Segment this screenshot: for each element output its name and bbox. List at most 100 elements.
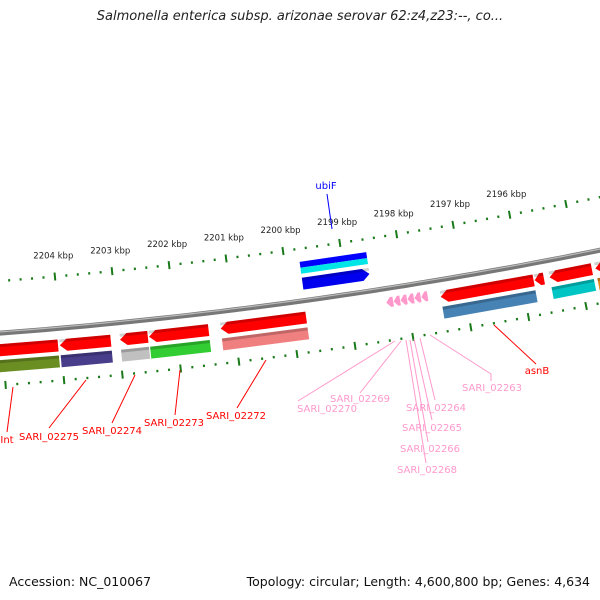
gene-arrow-shade: [533, 272, 544, 278]
gene-label-group[interactable]: ubiF: [315, 181, 337, 230]
major-tick: [4, 380, 7, 389]
gene-label[interactable]: asnB: [525, 366, 550, 377]
major-tick: [584, 301, 588, 311]
gene-category-box: [551, 279, 597, 299]
gene-feature[interactable]: [59, 334, 113, 368]
gene-arrow[interactable]: [120, 330, 149, 345]
gene-arrow-shade: [0, 339, 58, 348]
gene-arrow[interactable]: [534, 272, 545, 286]
gene-category-box-shade: [221, 327, 308, 342]
gene-label[interactable]: SARI_02269: [330, 394, 390, 405]
label-leader-line: [297, 340, 396, 402]
gene-feature[interactable]: [400, 294, 408, 305]
gene-label[interactable]: SARI_02263: [462, 383, 522, 394]
gene-feature[interactable]: [421, 291, 429, 302]
gene-feature[interactable]: [299, 252, 370, 290]
gene-label[interactable]: SARI_02270: [297, 404, 357, 415]
gene-label-group[interactable]: SARI_02265: [402, 338, 462, 434]
gene-label-group[interactable]: SARI_02270: [297, 340, 396, 415]
gene-label-group[interactable]: SARI_02269: [330, 340, 402, 405]
gene-arrow[interactable]: [407, 293, 415, 304]
gene-feature[interactable]: [439, 274, 538, 319]
major-tick: [507, 210, 512, 219]
gene-category-box-shade: [551, 279, 595, 291]
label-leader-line: [429, 334, 492, 381]
gene-label-group[interactable]: SARI_02272: [206, 359, 267, 422]
gene-label-group[interactable]: asnB: [493, 324, 550, 377]
gene-category-box: [300, 258, 368, 274]
gene-feature[interactable]: [393, 295, 401, 306]
tick-label: 2196 kbp: [486, 190, 526, 200]
tick-label: 2201 kbp: [204, 234, 244, 244]
gene-label[interactable]: SARI_02265: [402, 423, 462, 434]
gene-arrow[interactable]: [414, 292, 422, 303]
gene-category-box-shade: [0, 355, 60, 364]
gene-label[interactable]: Int: [0, 435, 13, 446]
gene-arrow[interactable]: [386, 296, 394, 307]
major-tick: [281, 246, 285, 256]
gene-arrow[interactable]: [0, 339, 59, 357]
gene-label-group[interactable]: SARI_02266: [400, 339, 460, 455]
label-leader-line: [413, 338, 433, 421]
gene-arrow[interactable]: [149, 324, 210, 342]
gene-label-group[interactable]: SARI_02274: [82, 374, 142, 437]
major-tick: [110, 267, 114, 276]
gene-arrow[interactable]: [400, 294, 408, 305]
gene-arrow[interactable]: [220, 311, 307, 334]
gene-category-box: [597, 277, 600, 291]
scale-ticks: 2196 kbp 2197 kbp 2198 kbp 2199 kbp 2200 kbp…: [4, 190, 600, 389]
gene-feature[interactable]: [533, 272, 545, 286]
topology-text: Topology: circular; Length: 4,600,800 bp…: [246, 574, 590, 589]
major-tick: [411, 332, 415, 342]
gene-label-group[interactable]: SARI_02264: [406, 337, 466, 414]
gene-feature[interactable]: [548, 263, 597, 299]
gene-arrow[interactable]: [549, 263, 593, 282]
label-leader-line: [6, 386, 14, 433]
gene-category-box-shade: [150, 340, 211, 350]
gene-feature[interactable]: [414, 292, 422, 303]
gene-label[interactable]: SARI_02272: [206, 411, 266, 422]
gene-label-group[interactable]: SARI_02268: [397, 339, 457, 476]
gene-arrow[interactable]: [59, 334, 112, 351]
gene-arrow[interactable]: [440, 274, 535, 302]
major-tick: [526, 312, 531, 322]
gene-arrow-shade: [220, 311, 306, 326]
label-leader-line: [326, 193, 333, 230]
gene-category-box-shade: [121, 346, 150, 353]
gene-feature[interactable]: [0, 339, 60, 373]
gene-feature[interactable]: [386, 296, 394, 307]
gene-label[interactable]: ubiF: [315, 181, 336, 192]
gene-label[interactable]: SARI_02273: [144, 418, 204, 429]
gene-label-group[interactable]: SARI_02275: [19, 379, 87, 443]
gene-label[interactable]: SARI_02274: [82, 426, 142, 437]
gene-feature[interactable]: [220, 311, 310, 351]
gene-label-group[interactable]: SARI_02263: [429, 334, 522, 394]
gene-category-box-shade: [597, 277, 600, 282]
backbone: [0, 247, 600, 336]
gene-arrow[interactable]: [393, 295, 401, 306]
backbone-highlight: [0, 248, 600, 333]
gene-arrow[interactable]: [421, 291, 429, 302]
tick-label: 2200 kbp: [261, 226, 301, 236]
gene-category-box: [442, 290, 538, 319]
gene-feature[interactable]: [407, 293, 415, 304]
gene-arrow[interactable]: [301, 269, 370, 290]
gene-label[interactable]: SARI_02266: [400, 444, 460, 455]
label-leader-line: [48, 379, 87, 429]
gene-label-group[interactable]: Int: [0, 386, 14, 446]
gene-label-group[interactable]: SARI_02273: [144, 369, 204, 429]
gene-feature[interactable]: [119, 330, 151, 362]
backbone-arc: [0, 247, 600, 336]
gene-feature[interactable]: [594, 258, 600, 291]
gene-arrow-shade: [301, 267, 370, 281]
gene-label[interactable]: SARI_02275: [19, 432, 79, 443]
major-tick: [451, 220, 455, 229]
gene-label[interactable]: SARI_02264: [406, 403, 466, 414]
gene-feature[interactable]: [148, 324, 212, 359]
gene-label[interactable]: SARI_02268: [397, 465, 457, 476]
gene-arrow-shade: [594, 261, 600, 266]
gene-arrow[interactable]: [595, 258, 600, 273]
label-leader-line: [409, 339, 429, 443]
label-leader-line: [174, 369, 181, 416]
